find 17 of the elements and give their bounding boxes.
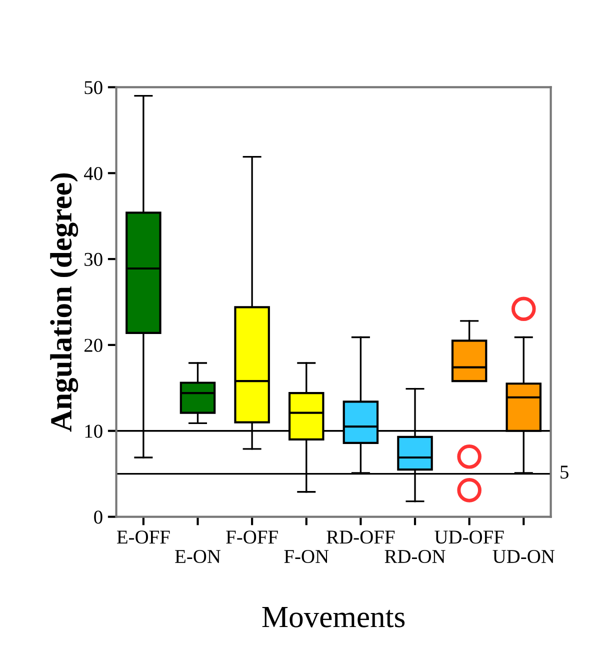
x-tick-label: RD-OFF bbox=[326, 530, 395, 544]
x-axis-title: Movements bbox=[262, 607, 405, 628]
x-tick-label: UD-ON bbox=[492, 550, 555, 564]
x-tick-label: RD-ON bbox=[384, 550, 446, 564]
x-tick-label: UD-OFF bbox=[434, 530, 504, 544]
y-tick-label: 40 bbox=[84, 166, 102, 180]
x-tick-label: F-OFF bbox=[226, 530, 278, 544]
y-tick-label: 20 bbox=[84, 338, 102, 352]
ref-line-label: 5 bbox=[560, 466, 568, 479]
y-tick-label: 0 bbox=[94, 510, 102, 524]
x-tick-label: F-ON bbox=[284, 550, 329, 564]
x-tick-label: E-ON bbox=[175, 550, 221, 564]
y-tick-label: 30 bbox=[84, 252, 102, 266]
y-tick-label: 10 bbox=[85, 424, 102, 438]
y-axis-title: Angulation (degree) bbox=[50, 173, 78, 432]
y-tick-label: 50 bbox=[84, 81, 102, 94]
x-tick-label: E-OFF bbox=[116, 530, 170, 544]
